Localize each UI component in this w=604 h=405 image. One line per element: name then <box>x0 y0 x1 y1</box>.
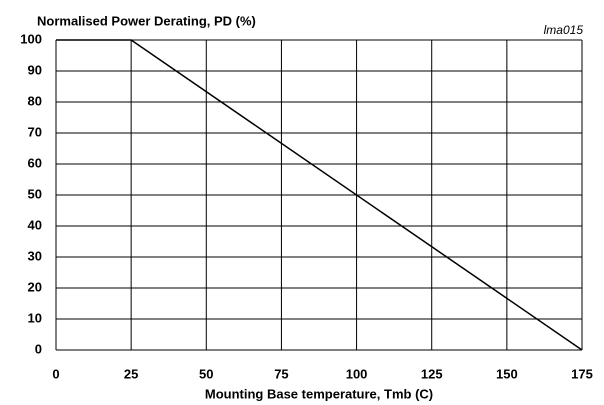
y-tick-label: 40 <box>28 217 42 232</box>
y-tick-label: 10 <box>28 310 42 325</box>
y-tick-label: 70 <box>28 124 42 139</box>
y-tick-label: 80 <box>28 93 42 108</box>
y-tick-label: 100 <box>20 31 42 46</box>
x-tick-label: 50 <box>199 366 213 381</box>
x-tick-label: 175 <box>571 366 593 381</box>
x-tick-label: 0 <box>52 366 59 381</box>
y-tick-label: 90 <box>28 62 42 77</box>
data-line <box>56 39 583 351</box>
y-tick-label: 50 <box>28 186 42 201</box>
y-tick-label: 20 <box>28 279 42 294</box>
x-tick-label: 100 <box>346 366 368 381</box>
chart-title: Normalised Power Derating, PD (%) <box>37 13 256 28</box>
y-tick-label: 0 <box>35 341 42 356</box>
x-tick-label: 25 <box>124 366 138 381</box>
x-axis-label: Mounting Base temperature, Tmb (C) <box>205 386 433 401</box>
x-tick-label: 150 <box>496 366 518 381</box>
x-tick-label: 125 <box>421 366 443 381</box>
y-tick-label: 30 <box>28 248 42 263</box>
annotation: lma015 <box>544 23 584 37</box>
y-tick-label: 60 <box>28 155 42 170</box>
x-tick-label: 75 <box>274 366 288 381</box>
